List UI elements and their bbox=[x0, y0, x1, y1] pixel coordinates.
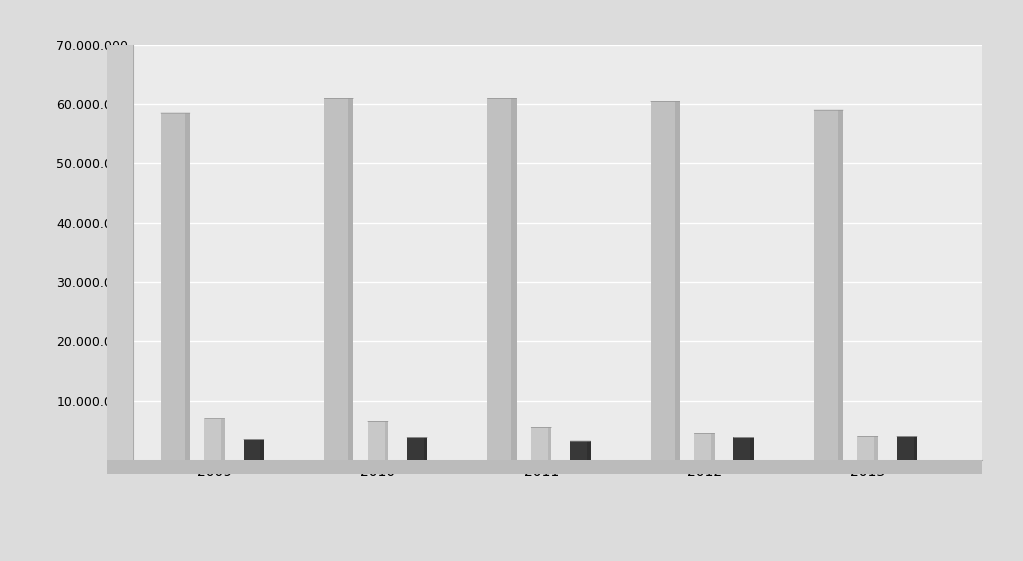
Bar bbox=[205, 419, 225, 460]
Bar bbox=[221, 419, 225, 460]
Bar bbox=[367, 421, 388, 460]
Bar bbox=[875, 436, 878, 460]
Bar bbox=[750, 438, 754, 460]
Bar bbox=[243, 439, 264, 460]
Legend: Retribuzioni, Affidamenti e contratti, Altri costi: Retribuzioni, Affidamenti e contratti, A… bbox=[335, 558, 781, 561]
Bar bbox=[914, 436, 918, 460]
Bar bbox=[385, 421, 388, 460]
Bar bbox=[675, 101, 680, 460]
Bar bbox=[424, 438, 428, 460]
Bar bbox=[695, 433, 715, 460]
Bar bbox=[531, 427, 551, 460]
Bar bbox=[711, 433, 715, 460]
Bar bbox=[487, 98, 517, 460]
Bar bbox=[897, 436, 918, 460]
Bar bbox=[161, 113, 190, 460]
Bar bbox=[547, 427, 551, 460]
Bar bbox=[733, 438, 754, 460]
Bar bbox=[348, 98, 353, 460]
Bar bbox=[857, 436, 878, 460]
Bar bbox=[814, 110, 843, 460]
Bar bbox=[651, 101, 680, 460]
Bar bbox=[324, 98, 353, 460]
Bar bbox=[261, 439, 264, 460]
Bar bbox=[185, 113, 190, 460]
Bar bbox=[838, 110, 843, 460]
Bar bbox=[570, 441, 590, 460]
Bar bbox=[407, 438, 428, 460]
Bar bbox=[587, 441, 590, 460]
Bar bbox=[512, 98, 517, 460]
